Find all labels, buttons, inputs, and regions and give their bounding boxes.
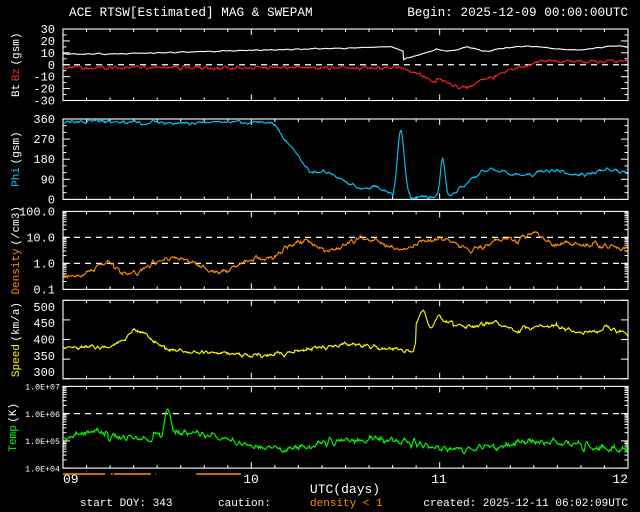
svg-text:Bt: Bt [11, 84, 23, 97]
svg-text:100.0: 100.0 [19, 205, 55, 219]
svg-text:350: 350 [33, 350, 55, 364]
svg-text:start DOY: 343: start DOY: 343 [80, 498, 172, 510]
svg-text:12: 12 [612, 472, 628, 487]
svg-text:450: 450 [33, 317, 55, 331]
svg-text:Density: Density [11, 248, 23, 295]
svg-text:density < 1: density < 1 [310, 498, 383, 510]
svg-text:(K): (K) [8, 403, 20, 423]
svg-text:10.0: 10.0 [26, 231, 55, 245]
svg-text:Phi: Phi [11, 167, 23, 187]
svg-text:(gsm): (gsm) [11, 131, 23, 164]
svg-text:300: 300 [33, 366, 55, 380]
svg-text:caution:: caution: [218, 498, 271, 510]
svg-text:270: 270 [33, 133, 55, 147]
svg-text:0.1: 0.1 [33, 283, 55, 297]
svg-text:10: 10 [243, 472, 259, 487]
svg-text:11: 11 [431, 472, 447, 487]
svg-text:400: 400 [33, 334, 55, 348]
svg-text:180: 180 [33, 153, 55, 167]
svg-text:1.0: 1.0 [33, 257, 55, 271]
svg-text:ACE RTSW[Estimated] MAG & SWEP: ACE RTSW[Estimated] MAG & SWEPAM [69, 5, 313, 20]
svg-text:Bz: Bz [11, 68, 23, 81]
svg-text:1.0E+05: 1.0E+05 [25, 438, 60, 447]
svg-text:1.0E+04: 1.0E+04 [25, 465, 60, 474]
svg-text:Temp: Temp [8, 425, 20, 451]
svg-text:(km/a): (km/a) [11, 302, 23, 342]
svg-text:90: 90 [41, 173, 55, 187]
svg-text:1.0E+06: 1.0E+06 [25, 411, 60, 420]
svg-text:Begin: 2025-12-09 00:00:00UTC: Begin: 2025-12-09 00:00:00UTC [407, 5, 628, 20]
svg-text:created: 2025-12-11 06:02:09UT: created: 2025-12-11 06:02:09UTC [423, 498, 628, 510]
svg-text:1.0E+07: 1.0E+07 [25, 384, 60, 393]
svg-text:360: 360 [33, 113, 55, 127]
svg-text:-30: -30 [33, 95, 55, 109]
svg-text:UTC(days): UTC(days) [310, 482, 380, 497]
svg-text:(gsm): (gsm) [11, 33, 23, 66]
svg-text:500: 500 [33, 301, 55, 315]
svg-text:Speed: Speed [11, 344, 23, 377]
svg-text:(/cm3): (/cm3) [11, 206, 23, 246]
